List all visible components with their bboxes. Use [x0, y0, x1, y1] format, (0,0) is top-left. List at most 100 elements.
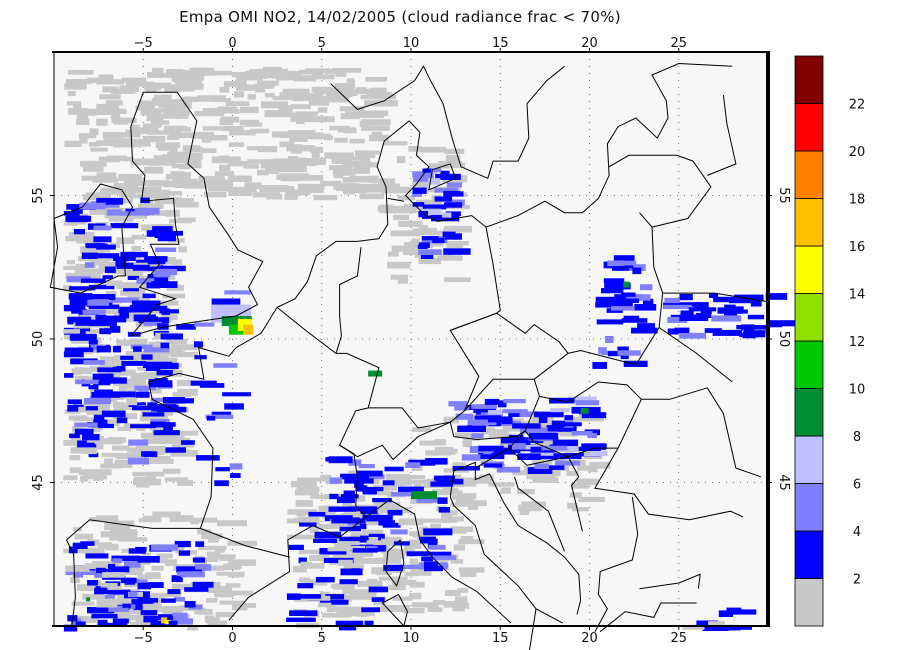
no2-pixel	[138, 203, 164, 209]
no2-pixel	[116, 417, 128, 424]
no2-pixel	[743, 327, 755, 334]
no2-pixel	[148, 160, 176, 166]
no2-pixel	[452, 466, 480, 471]
no2-pixel	[455, 516, 464, 522]
no2-pixel	[154, 378, 168, 384]
coast-border-line	[449, 461, 582, 615]
no2-pixel	[225, 101, 250, 106]
no2-pixel	[403, 249, 419, 255]
no2-pixel	[704, 328, 722, 333]
no2-pixel	[222, 392, 251, 397]
no2-pixel	[313, 195, 338, 201]
lon-tick-label-top: 15	[492, 36, 509, 51]
coast-border-line	[658, 327, 733, 383]
no2-pixel	[533, 411, 564, 418]
no2-pixel	[75, 621, 86, 627]
no2-pixel	[153, 437, 183, 443]
no2-pixel	[340, 568, 363, 576]
no2-pixel	[455, 602, 470, 609]
no2-pixel	[88, 452, 99, 458]
lat-tick-label-right: 55	[776, 187, 791, 204]
no2-pixel	[444, 277, 471, 282]
no2-pixel	[342, 503, 352, 509]
no2-pixel	[93, 236, 112, 243]
no2-pixel	[474, 415, 501, 422]
no2-pixel	[75, 321, 94, 326]
no2-pixel	[329, 125, 350, 131]
no2-pixel	[193, 557, 206, 563]
no2-pixel	[577, 465, 593, 471]
no2-pixel	[69, 433, 80, 439]
no2-pixel	[614, 282, 631, 290]
no2-pixel	[431, 215, 460, 222]
no2-pixel	[84, 299, 110, 306]
colorbar-box	[794, 198, 824, 247]
no2-pixel	[363, 89, 380, 94]
no2-pixel	[292, 565, 307, 573]
no2-pixel	[279, 165, 307, 173]
no2-pixel	[153, 357, 178, 365]
no2-pixel	[664, 297, 680, 304]
no2-pixel	[157, 146, 174, 151]
no2-pixel	[190, 519, 199, 525]
no2-pixel	[427, 551, 452, 558]
no2-pixel	[167, 151, 191, 157]
no2-pixel	[123, 561, 141, 568]
no2-pixel	[427, 607, 443, 612]
no2-pixel	[345, 156, 366, 161]
no2-pixel	[123, 285, 139, 292]
no2-pixel	[424, 561, 438, 568]
no2-pixel	[174, 78, 202, 83]
no2-pixel	[89, 142, 100, 147]
no2-pixel	[121, 198, 133, 204]
no2-pixel	[206, 551, 221, 558]
no2-pixel	[65, 570, 96, 575]
no2-pixel	[98, 74, 114, 81]
no2-pixels	[63, 66, 795, 632]
no2-pixel	[568, 396, 597, 402]
no2-pixel	[106, 291, 117, 296]
no2-pixel	[106, 280, 117, 286]
no2-pixel	[154, 198, 173, 204]
no2-pixel	[90, 345, 103, 351]
no2-pixel	[516, 411, 532, 418]
no2-pixel	[63, 211, 80, 216]
no2-pixel	[78, 469, 108, 475]
no2-pixel	[512, 443, 526, 450]
no2-pixel	[131, 234, 147, 240]
no2-pixel	[138, 141, 151, 147]
no2-pixel	[592, 362, 607, 369]
no2-pixel	[371, 131, 383, 137]
no2-pixel	[206, 598, 218, 603]
no2-pixel	[617, 350, 641, 356]
no2-pixel	[157, 234, 176, 242]
no2-pixel	[91, 392, 121, 398]
no2-pixel	[428, 544, 446, 550]
no2-pixel	[158, 194, 170, 199]
no2-pixel	[161, 191, 183, 196]
no2-pixel	[145, 101, 161, 106]
no2-pixel	[88, 109, 97, 116]
no2-pixel	[247, 159, 272, 164]
no2-pixel	[119, 312, 129, 319]
no2-pixel	[421, 518, 450, 523]
no2-pixel	[552, 422, 582, 427]
no2-pixel	[471, 419, 489, 427]
no2-pixel	[88, 339, 98, 345]
no2-pixel	[381, 548, 408, 554]
no2-pixel	[296, 486, 320, 493]
no2-pixel	[295, 500, 313, 507]
no2-pixel	[421, 556, 433, 562]
no2-pixel	[613, 255, 635, 263]
no2-pixel	[68, 293, 93, 300]
no2-pixel	[575, 400, 600, 406]
no2-pixel	[420, 536, 436, 544]
no2-pixel	[663, 304, 692, 310]
no2-pixel	[328, 94, 351, 98]
no2-pixel	[97, 108, 127, 114]
coast-border-line	[276, 307, 380, 518]
no2-pixel	[319, 591, 330, 597]
no2-pixel	[227, 175, 252, 182]
no2-hotspot-pixel	[411, 491, 437, 500]
no2-pixel	[101, 373, 114, 379]
